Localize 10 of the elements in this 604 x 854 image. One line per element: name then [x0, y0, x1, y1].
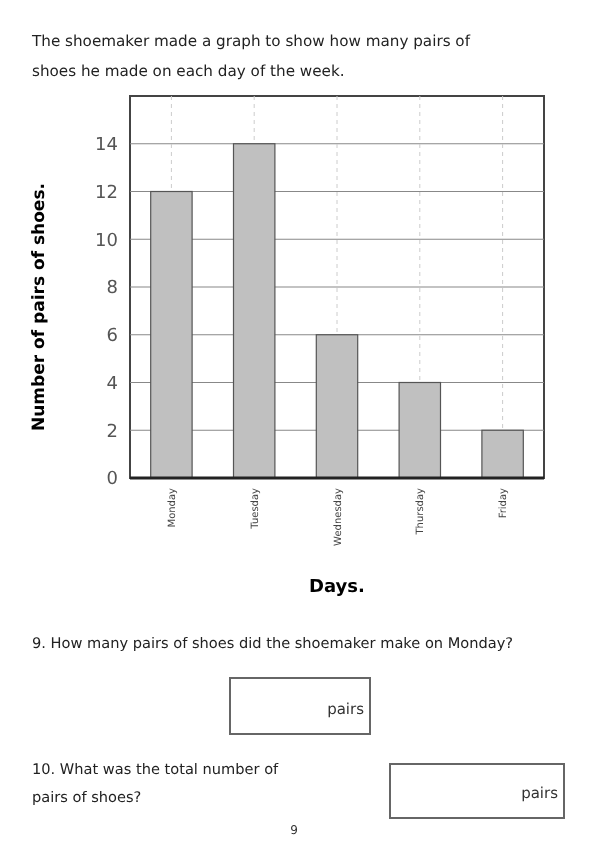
x-axis-title: Days. [309, 578, 365, 598]
y-tick-label: 12 [95, 183, 118, 204]
y-tick-label: 0 [106, 470, 119, 491]
y-axis-title: Number of pairs of shoes. [30, 183, 50, 431]
y-tick-label: 6 [106, 327, 119, 348]
y-tick-label: 2 [106, 422, 118, 443]
y-tick-label: 8 [106, 279, 119, 300]
y-tick-label: 4 [106, 374, 119, 395]
y-tick-label: 10 [95, 231, 119, 252]
y-tick-label: 14 [95, 136, 119, 157]
